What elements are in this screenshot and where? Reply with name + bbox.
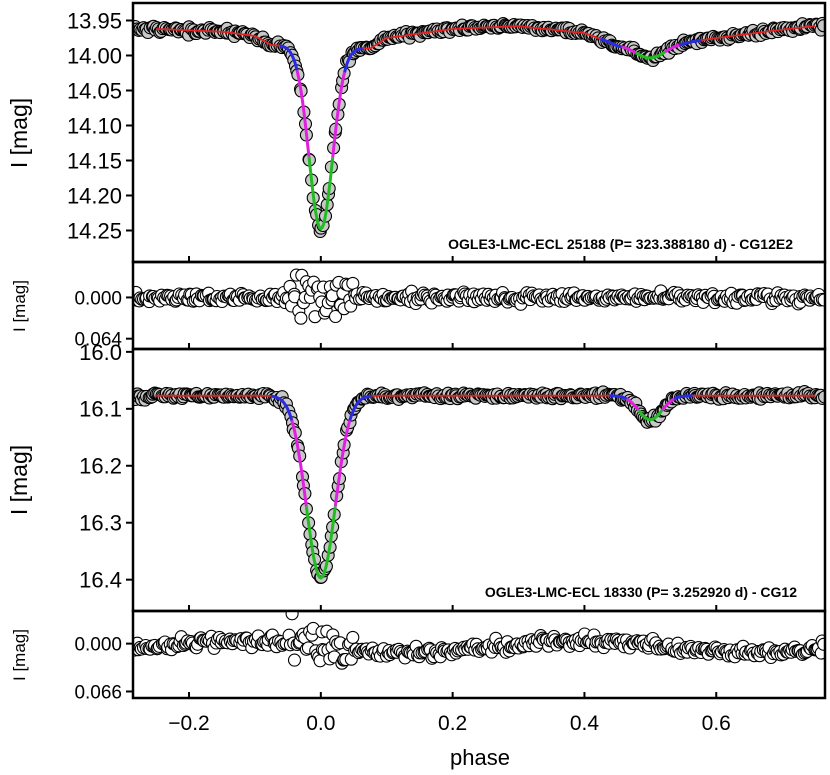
data-point xyxy=(346,630,360,644)
y-tick-label: 14.20 xyxy=(67,183,122,208)
model-segment xyxy=(156,28,281,47)
model-segment xyxy=(348,394,373,421)
data-point xyxy=(817,19,825,33)
model-segment xyxy=(333,420,352,507)
panel-title-1: OGLE3-LMC-ECL 25188 (P= 323.388180 d) - … xyxy=(448,236,793,252)
light-curve-panel-2: 16.0 16.1 16.2 16.3 16.4 OGLE3-LMC-ECL 18330… xyxy=(6,340,827,613)
x-axis: −0.2 0.0 0.2 0.4 0.6 xyxy=(168,256,731,735)
y-tick-label: 14.00 xyxy=(67,43,122,68)
model-segment xyxy=(304,506,337,580)
model-curve-2 xyxy=(156,394,816,580)
residual-points-2 xyxy=(133,611,825,670)
residual-panel-2: 0.000 0.066 I [mag] xyxy=(10,609,827,703)
x-tick-label: 0.2 xyxy=(438,712,467,735)
y-tick-label: 0.000 xyxy=(74,634,122,655)
data-point xyxy=(328,309,343,324)
y-tick-label: 16.2 xyxy=(79,454,122,479)
model-segment xyxy=(661,397,675,412)
model-segment xyxy=(295,70,311,157)
model-segment xyxy=(664,43,680,54)
y-tick-label: 0.000 xyxy=(74,288,122,309)
model-segment xyxy=(331,71,347,158)
x-tick-label: 0.0 xyxy=(306,712,335,735)
model-segment xyxy=(362,25,601,50)
y-tick-label: 16.4 xyxy=(79,568,122,593)
x-tick-label: 0.6 xyxy=(702,712,731,735)
x-tick-label: 0.4 xyxy=(570,712,600,735)
data-point xyxy=(285,611,299,621)
y-ticks-3: 16.0 16.1 16.2 16.3 16.4 xyxy=(79,340,133,593)
data-point xyxy=(817,637,825,651)
data-points-2 xyxy=(133,385,825,585)
model-segment xyxy=(270,394,294,421)
data-points-1 xyxy=(133,16,825,239)
y-axis-label-2: I [mag] xyxy=(10,280,29,332)
model-segment xyxy=(343,47,364,73)
x-tick-label: −0.2 xyxy=(168,712,209,735)
y-axis-label-4: I [mag] xyxy=(10,629,29,681)
model-segment xyxy=(279,44,299,71)
y-tick-label: 14.15 xyxy=(67,148,122,173)
y-tick-label: 16.1 xyxy=(79,397,122,422)
model-segment xyxy=(625,397,640,412)
residual-points-1 xyxy=(133,268,825,325)
plot-frame-4 xyxy=(131,609,827,700)
model-segment xyxy=(621,45,637,55)
data-point xyxy=(287,653,302,667)
y-tick-label: 16.0 xyxy=(79,340,122,365)
model-segment xyxy=(701,25,816,42)
y-tick-label: 16.3 xyxy=(79,511,122,536)
data-point xyxy=(294,311,308,325)
model-segment xyxy=(290,420,308,507)
y-axis-label-1: I [mag] xyxy=(6,98,32,168)
y-ticks-1: 13.95 14.00 14.05 14.10 14.15 14.20 14.25 xyxy=(67,8,133,243)
y-tick-label: 14.05 xyxy=(67,78,122,103)
y-tick-label: 14.10 xyxy=(67,113,122,138)
y-tick-label: 0.064 xyxy=(74,330,122,351)
y-tick-label: 13.95 xyxy=(67,8,122,33)
panel-title-2: OGLE3-LMC-ECL 18330 (P= 3.252920 d) - CG… xyxy=(485,584,797,600)
model-segment xyxy=(609,394,628,401)
model-segment xyxy=(673,394,693,401)
model-segment xyxy=(679,38,703,47)
model-segment xyxy=(599,37,622,49)
model-segment xyxy=(156,394,271,398)
y-axis-label-3: I [mag] xyxy=(6,445,32,515)
y-ticks-2: 0.000 0.064 xyxy=(74,288,133,351)
y-tick-label: 14.25 xyxy=(67,218,122,243)
model-curve-1 xyxy=(156,25,816,231)
y-ticks-4: 0.000 0.066 xyxy=(74,634,133,703)
x-axis-label: phase xyxy=(450,745,510,770)
model-segment xyxy=(637,409,664,422)
residual-panel-1: 0.000 0.064 I [mag] xyxy=(10,260,827,351)
model-segment xyxy=(307,156,335,231)
light-curve-panel-1: 13.95 14.00 14.05 14.10 14.15 14.20 14.25 OGLE… xyxy=(6,1,827,264)
y-tick-label: 0.066 xyxy=(74,682,122,703)
model-segment xyxy=(635,50,666,60)
